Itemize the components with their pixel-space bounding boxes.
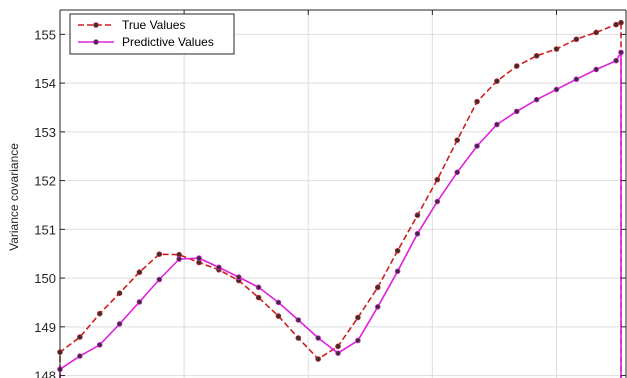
- data-point: [434, 198, 441, 205]
- data-point: [335, 343, 341, 350]
- axes: [59, 9, 627, 378]
- y-tick-label: 152: [34, 174, 56, 189]
- data-point: [136, 299, 143, 305]
- grid-lines: [59, 10, 626, 378]
- data-point: [414, 230, 421, 237]
- data-point: [374, 304, 381, 310]
- legend-label-0: True Values: [122, 18, 185, 32]
- data-point: [533, 53, 540, 59]
- data-point: [414, 212, 421, 219]
- data-point: [77, 334, 83, 340]
- data-point: [255, 294, 262, 301]
- plot-background: [60, 10, 626, 378]
- data-point: [295, 335, 302, 341]
- data-point: [156, 276, 163, 283]
- data-point: [553, 46, 560, 52]
- data-point: [275, 299, 282, 306]
- data-point: [355, 314, 361, 321]
- data-point: [454, 169, 460, 176]
- data-point: [216, 264, 222, 271]
- data-point: [355, 337, 361, 344]
- data-point: [335, 350, 341, 356]
- data-point: [593, 66, 600, 73]
- data-point: [618, 49, 624, 56]
- data-point: [275, 313, 282, 319]
- y-tick-label: 151: [34, 222, 56, 237]
- y-tick-label: 154: [34, 76, 56, 91]
- data-point: [513, 108, 520, 115]
- data-point: [136, 269, 143, 276]
- y-tick-label: 153: [34, 125, 56, 140]
- data-point: [494, 78, 500, 84]
- y-axis-label: Variance covariance: [7, 143, 21, 251]
- data-point: [196, 255, 202, 261]
- y-tick-label: 148: [34, 369, 56, 378]
- data-point: [593, 29, 600, 36]
- data-point: [434, 176, 441, 183]
- data-point: [116, 290, 123, 296]
- data-point: [394, 247, 401, 254]
- data-point: [454, 137, 460, 143]
- y-tick-label: 155: [34, 27, 56, 42]
- legend-marker-1: [93, 39, 99, 45]
- data-point: [374, 284, 381, 291]
- data-point: [553, 86, 560, 93]
- legend-marker-0: [93, 22, 99, 28]
- y-tick-labels: 148 149 150 151 152 153 154 155: [34, 27, 56, 378]
- data-point: [156, 251, 163, 257]
- data-point: [474, 143, 480, 149]
- data-point: [474, 98, 480, 105]
- data-point: [77, 353, 83, 359]
- data-point: [235, 274, 242, 280]
- data-point: [394, 268, 401, 275]
- data-point: [533, 96, 540, 103]
- y-tick-label: 149: [34, 320, 56, 335]
- data-point: [613, 21, 619, 28]
- data-point: [176, 256, 182, 262]
- series-line-0: [59, 21, 622, 378]
- data-point: [573, 36, 580, 43]
- data-point: [573, 76, 580, 83]
- y-tick-label: 150: [34, 271, 56, 286]
- data-point: [96, 310, 103, 317]
- data-point: [96, 342, 103, 348]
- series-line-1: [59, 49, 622, 378]
- data-point: [618, 19, 624, 26]
- data-point: [295, 317, 302, 323]
- series-layer: [57, 19, 624, 378]
- legend-box: [69, 13, 235, 55]
- data-point: [513, 63, 520, 69]
- data-point: [255, 284, 262, 291]
- data-point: [494, 121, 500, 128]
- legend-label-1: Predictive Values: [122, 35, 214, 49]
- data-point: [116, 321, 123, 327]
- data-point: [315, 335, 321, 341]
- legend: True Values Predictive Values: [69, 13, 235, 55]
- legend-items: True Values Predictive Values: [78, 18, 214, 49]
- data-point: [315, 356, 321, 362]
- data-point: [613, 57, 619, 64]
